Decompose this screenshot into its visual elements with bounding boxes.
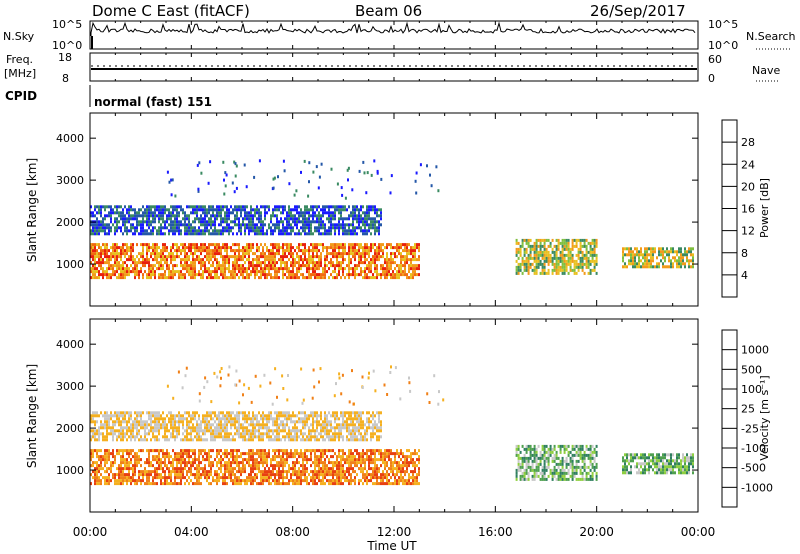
noise-trace — [89, 21, 699, 81]
velocity-cbar-tick-4: -25 — [741, 422, 759, 435]
date-title: 26/Sep/2017 — [590, 2, 686, 20]
velocity-colorbar: 1000 500 100 25 -25 -100 -500 -1000 Velocity [m… — [721, 329, 773, 508]
power-cbar-tick-0: 28 — [741, 136, 755, 149]
velocity-panel: 1000 2000 3000 4000 Slant Range [km] — [25, 318, 699, 513]
x-axis-label: Time UT — [366, 539, 417, 553]
velocity-cbar-tick-3: 25 — [741, 403, 755, 416]
velocity_panel-ytick-3000: 3000 — [56, 380, 84, 393]
power-colorbar: 28 24 20 16 12 8 4 Power [dB] — [721, 119, 771, 298]
power_panel-ytick-2000: 2000 — [56, 216, 84, 229]
freq-left-label: Freq. — [6, 53, 33, 66]
freq-left-unit: [MHz] — [4, 67, 36, 80]
power_panel-ytick-3000: 3000 — [56, 174, 84, 187]
velocity_panel-ytick-4000: 4000 — [56, 338, 84, 351]
velocity_panel-ytick-2000: 2000 — [56, 422, 84, 435]
velocity-cbar-tick-7: -1000 — [741, 481, 773, 494]
power-cbar-tick-3: 16 — [741, 203, 755, 216]
velocity-cbar-tick-1: 500 — [741, 363, 762, 376]
velocity-colorbar-label: Velocity [m s⁻¹] — [758, 375, 771, 460]
noise-panel: N.Sky 10^5 10^0 10^5 10^0 N.Search — [3, 18, 796, 81]
noise-right-label: N.Search — [746, 30, 796, 43]
velocity-cbar-tick-5: -100 — [741, 442, 766, 455]
noise-left-tick-bottom: 10^0 — [52, 39, 82, 52]
velocity-cbar-tick-6: -500 — [741, 462, 766, 475]
power-colorbar-label: Power [dB] — [758, 178, 771, 238]
noise-right-tick-bottom: 10^0 — [708, 39, 738, 52]
power-cbar-tick-1: 24 — [741, 158, 755, 171]
noise-left-label: N.Sky — [3, 30, 35, 43]
x-tick-label-6: 00:00 — [681, 525, 716, 539]
x-tick-label-2: 08:00 — [275, 525, 310, 539]
power_panel-ytick-4000: 4000 — [56, 132, 84, 145]
cpid-panel: CPID normal (fast) 151 — [5, 85, 212, 109]
x-tick-label-1: 04:00 — [174, 525, 209, 539]
noise-right-tick-top: 10^5 — [708, 18, 738, 31]
velocity-cbar-tick-0: 1000 — [741, 344, 769, 357]
nave-right-tick-top: 60 — [708, 53, 722, 66]
noise-line — [90, 21, 696, 36]
x-tick-label-4: 16:00 — [478, 525, 513, 539]
station-title: Dome C East (fitACF) — [92, 2, 250, 20]
freq-left-tick-top: 18 — [58, 51, 72, 64]
x-tick-label-3: 12:00 — [377, 525, 412, 539]
power-cbar-tick-6: 4 — [741, 269, 748, 282]
cpid-label: CPID — [5, 89, 37, 103]
power_panel-ytick-1000: 1000 — [56, 258, 84, 271]
velocity-y-axis-label: Slant Range [km] — [25, 364, 39, 468]
power-panel: 1000 2000 3000 4000 Slant Range [km] — [25, 112, 699, 307]
power-cbar-tick-4: 12 — [741, 225, 755, 238]
time-axis: 00:00 04:00 08:00 12:00 16:00 20:00 00:00 — [73, 113, 716, 539]
freq-left-tick-bottom: 8 — [62, 72, 69, 85]
velocity_panel-ytick-1000: 1000 — [56, 464, 84, 477]
velocity-echoes — [90, 365, 694, 486]
velocity-cbar-tick-2: 100 — [741, 383, 762, 396]
cpid-program: normal (fast) 151 — [94, 95, 212, 109]
x-tick-label-5: 20:00 — [579, 525, 614, 539]
frequency-panel: Freq. [MHz] 18 8 60 0 Nave — [4, 51, 780, 85]
power-cbar-tick-2: 20 — [741, 180, 755, 193]
beam-title: Beam 06 — [355, 2, 422, 20]
nave-right-tick-bottom: 0 — [708, 72, 715, 85]
noise-left-tick-top: 10^5 — [52, 18, 82, 31]
power-y-axis-label: Slant Range [km] — [25, 158, 39, 262]
power-echoes — [90, 159, 694, 280]
x-tick-label-0: 00:00 — [73, 525, 108, 539]
power-cbar-tick-5: 8 — [741, 247, 748, 260]
nave-right-label: Nave — [752, 64, 780, 77]
